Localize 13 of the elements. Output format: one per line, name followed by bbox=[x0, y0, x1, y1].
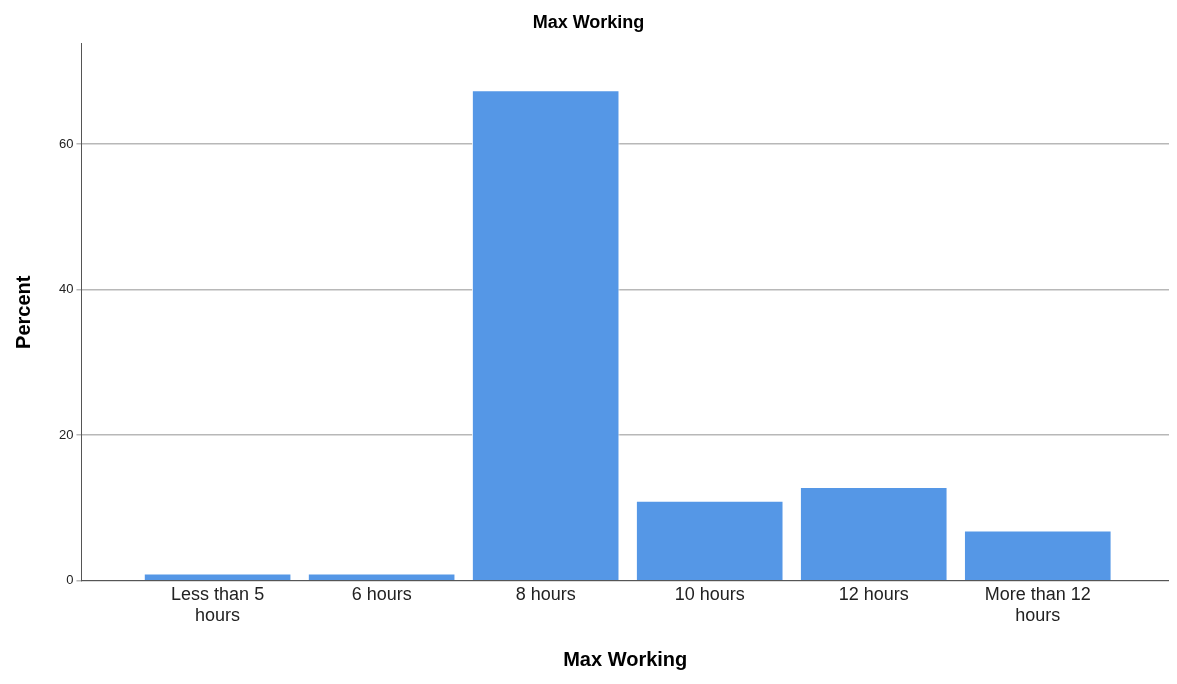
x-tick-label: 6 hours bbox=[351, 583, 412, 604]
x-tick-label: Less than 5 hours bbox=[171, 583, 265, 626]
y-tick-label: 20 bbox=[58, 426, 74, 442]
chart-title: Max Working bbox=[532, 11, 645, 32]
x-tick-label: 12 hours bbox=[838, 583, 909, 604]
y-tick-label: 60 bbox=[58, 135, 74, 151]
y-axis-title: Percent bbox=[11, 275, 34, 349]
x-axis-title: Max Working bbox=[563, 647, 688, 670]
y-tick-label: 40 bbox=[58, 281, 74, 297]
y-tick-label: 0 bbox=[66, 572, 74, 588]
x-tick-label: More than 12 hours bbox=[984, 583, 1091, 626]
x-tick-label: 8 hours bbox=[515, 583, 576, 604]
x-tick-label: 10 hours bbox=[674, 583, 745, 604]
